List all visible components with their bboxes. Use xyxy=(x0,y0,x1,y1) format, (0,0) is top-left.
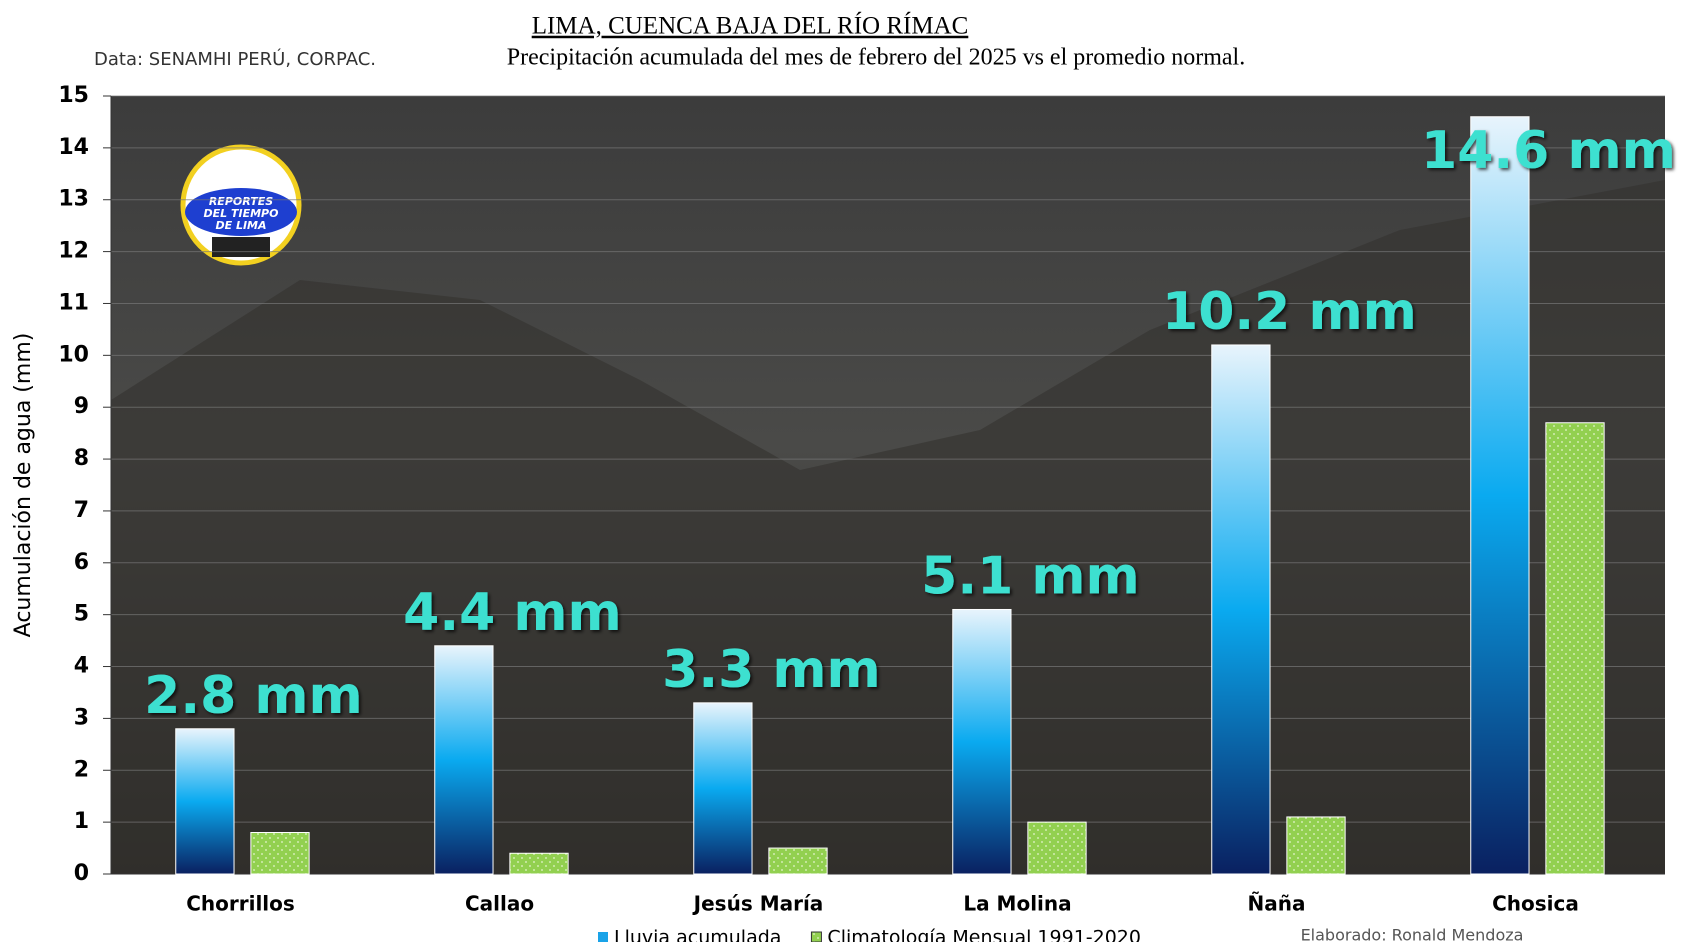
logo-text: DEL TIEMPO xyxy=(204,207,279,220)
x-tick-label: Chosica xyxy=(1492,892,1579,916)
bar xyxy=(693,702,753,875)
bar xyxy=(509,852,569,875)
y-tick-label: 1 xyxy=(74,809,89,834)
logo-text: REPORTES xyxy=(209,195,273,208)
y-tick-label: 15 xyxy=(58,83,89,108)
bar xyxy=(250,832,310,875)
y-tick-label: 2 xyxy=(74,757,89,782)
x-tick-label: Jesús María xyxy=(692,892,824,916)
legend-label: Lluvia acumulada xyxy=(614,927,781,942)
y-tick-label: 4 xyxy=(74,654,89,679)
source: Data: SENAMHI PERÚ, CORPAC. xyxy=(94,48,376,70)
legend-label: Climatología Mensual 1991-2020 xyxy=(827,927,1141,942)
bar xyxy=(768,847,828,875)
y-tick-label: 13 xyxy=(58,187,89,212)
background-mountains xyxy=(111,180,1665,874)
y-tick-label: 9 xyxy=(74,394,89,419)
chart-title: LIMA, CUENCA BAJA DEL RÍO RÍMAC xyxy=(532,12,969,40)
y-tick-label: 5 xyxy=(74,602,89,627)
bar xyxy=(175,728,235,875)
data-label: 4.4 mm xyxy=(403,583,622,643)
data-label: 5.1 mm xyxy=(921,546,1140,606)
y-tick-label: 6 xyxy=(74,550,89,575)
credit: Elaborado: Ronald Mendoza xyxy=(1301,926,1524,942)
bar xyxy=(1211,344,1271,875)
y-tick-label: 14 xyxy=(58,135,89,160)
bar xyxy=(434,645,494,875)
x-tick-label: Chorrillos xyxy=(186,892,295,916)
bar xyxy=(1470,116,1530,875)
y-tick-label: 8 xyxy=(74,446,89,471)
bar xyxy=(952,608,1012,875)
y-tick-label: 7 xyxy=(74,498,89,523)
y-tick-label: 10 xyxy=(58,342,89,367)
y-tick-label: 3 xyxy=(74,705,89,730)
data-label: 3.3 mm xyxy=(662,640,881,700)
bar xyxy=(1545,422,1605,875)
x-tick-label: La Molina xyxy=(963,892,1071,916)
y-axis-label: Acumulación de agua (mm) xyxy=(11,333,36,638)
data-label: 10.2 mm xyxy=(1162,282,1417,342)
x-tick-label: Ñaña xyxy=(1248,892,1306,916)
legend-swatch xyxy=(810,931,822,942)
bar xyxy=(1286,816,1346,875)
logo-city xyxy=(212,237,270,257)
y-tick-label: 0 xyxy=(74,861,89,886)
y-tick-label: 12 xyxy=(58,239,89,264)
x-tick-label: Callao xyxy=(465,892,534,916)
y-tick-label: 11 xyxy=(58,290,89,315)
data-label: 2.8 mm xyxy=(144,666,363,726)
legend-swatch xyxy=(598,932,608,942)
chart-subtitle: Precipitación acumulada del mes de febre… xyxy=(507,45,1245,71)
data-label: 14.6 mm xyxy=(1421,121,1676,181)
logo: REPORTES DEL TIEMPO DE LIMA xyxy=(180,144,302,266)
bar xyxy=(1027,821,1087,875)
logo-text: DE LIMA xyxy=(215,219,266,232)
